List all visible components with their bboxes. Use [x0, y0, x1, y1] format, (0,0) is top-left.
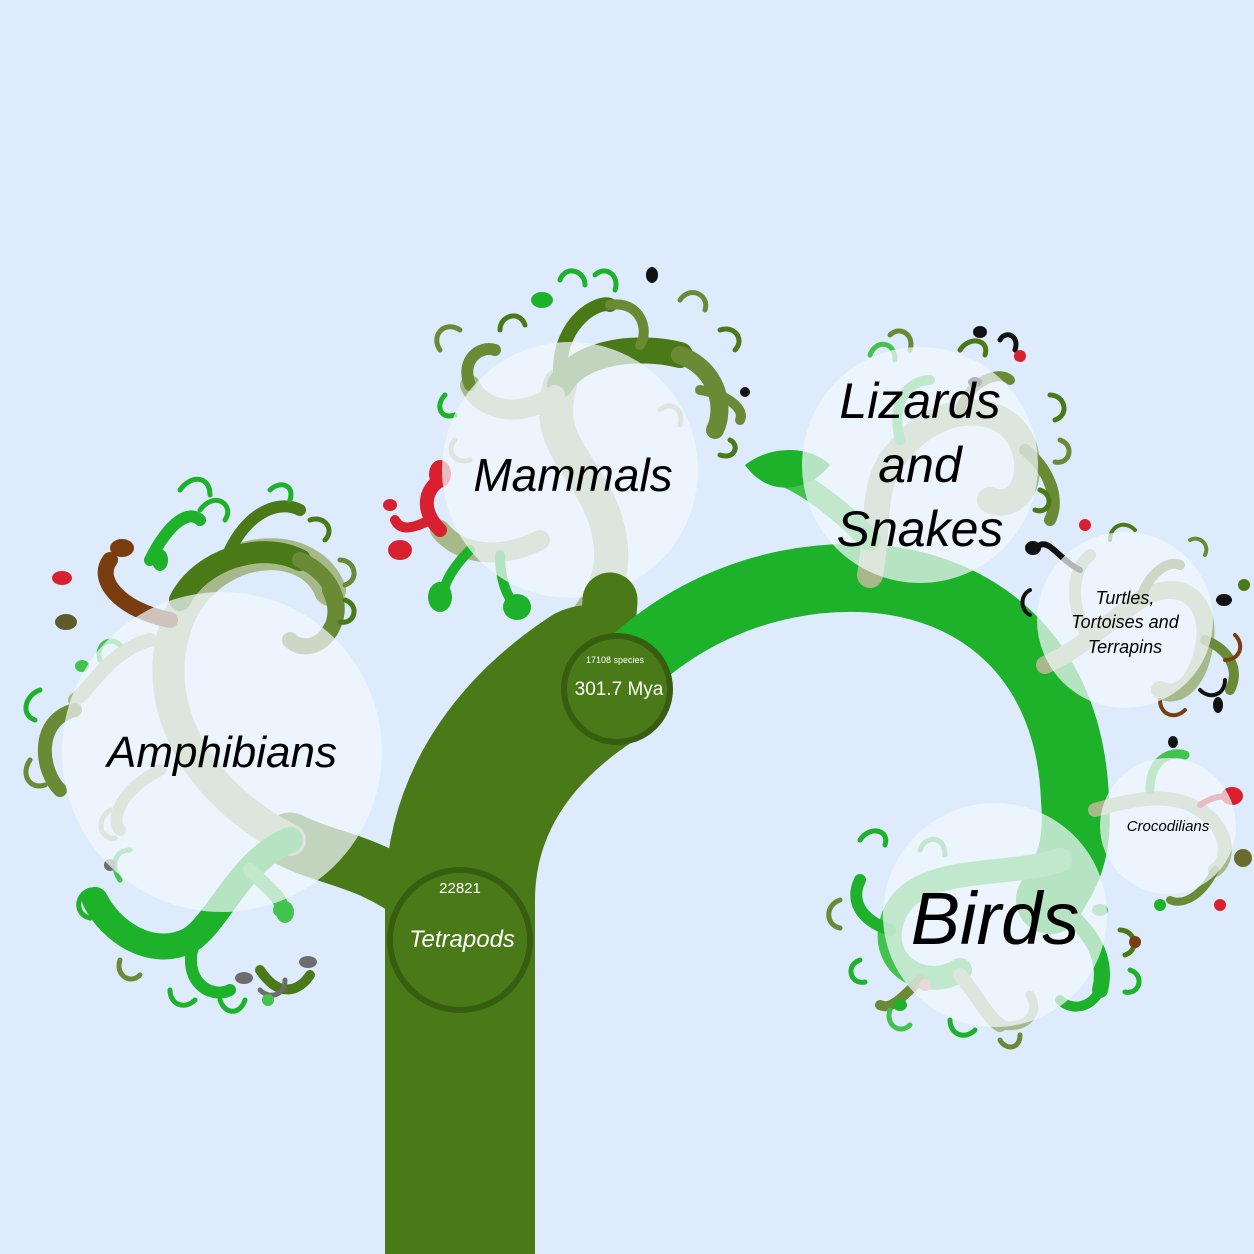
label-amphibians[interactable]: Amphibians [104, 728, 337, 777]
label-turtles-line-3[interactable]: Terrapins [1088, 637, 1162, 657]
label-lizards-line-1[interactable]: Lizards [839, 373, 1000, 429]
label-crocodilians[interactable]: Crocodilians [1127, 818, 1210, 835]
tetrapods-name: Tetrapods [409, 926, 515, 953]
amniotes-count: 17108 species [586, 655, 645, 665]
label-turtles-line-1[interactable]: Turtles, [1096, 588, 1155, 608]
tetrapods-count: 22821 [439, 880, 481, 897]
turtles-leaves [1025, 519, 1250, 713]
node-tetrapods[interactable]: 22821 Tetrapods [387, 867, 533, 1013]
node-amniotes[interactable]: 17108 species 301.7 Mya [561, 633, 673, 745]
amniotes-age: 301.7 Mya [575, 679, 664, 700]
turtles-twigs [1020, 522, 1243, 718]
label-birds[interactable]: Birds [911, 877, 1080, 960]
mammals-label-halo [442, 342, 698, 598]
amphibians-label-halo [62, 592, 382, 912]
label-mammals[interactable]: Mammals [473, 449, 672, 501]
turtles-label-halo [1037, 532, 1213, 708]
label-turtles-line-2[interactable]: Tortoises and [1071, 612, 1179, 632]
birds-label-halo [883, 803, 1107, 1027]
label-lizards-line-2[interactable]: and [878, 437, 964, 493]
crocodilians-label-halo [1100, 758, 1236, 894]
label-lizards-line-3[interactable]: Snakes [837, 501, 1004, 557]
lizards-label-halo [802, 347, 1038, 583]
